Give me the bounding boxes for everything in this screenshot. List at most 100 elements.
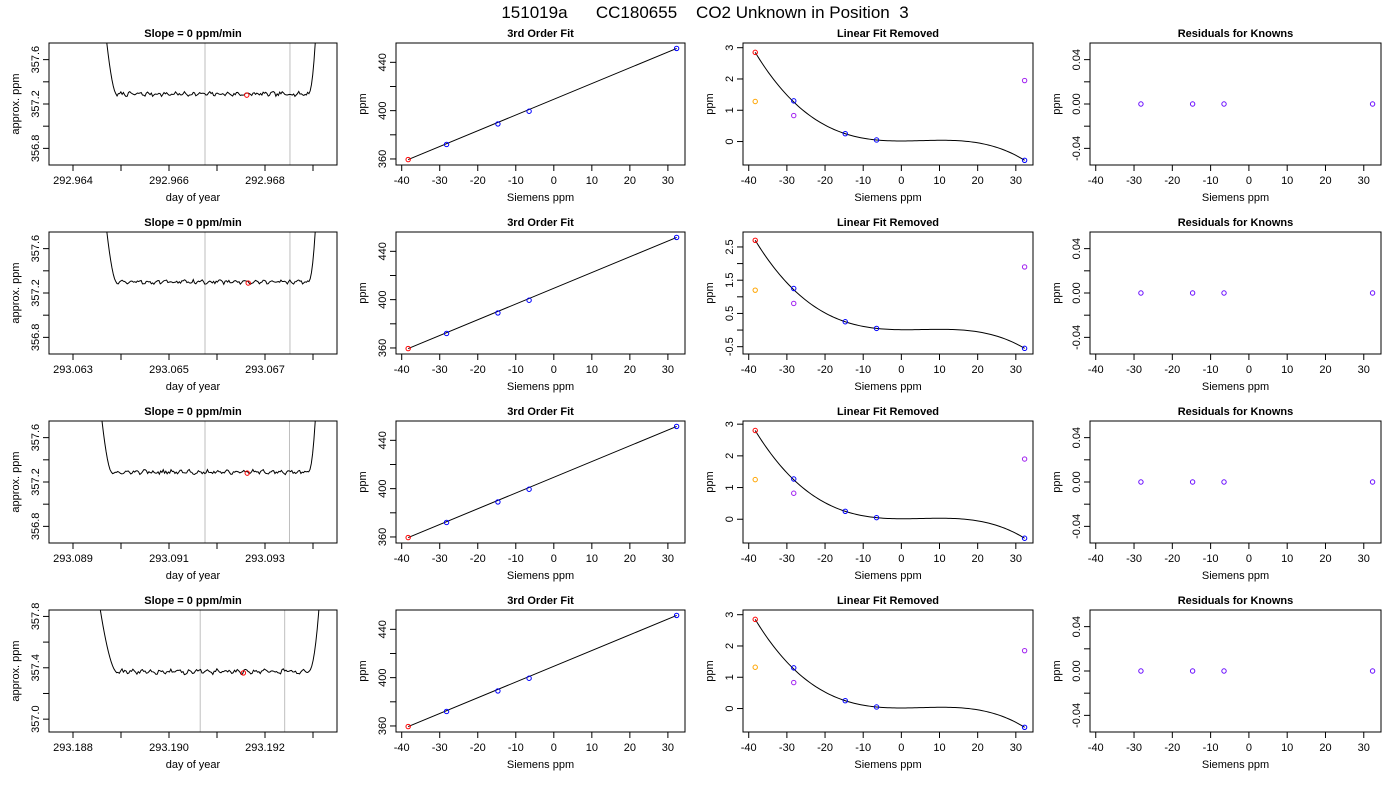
y-axis-label: approx. ppm [10, 640, 22, 701]
x-tick-label: -20 [470, 364, 486, 376]
panel-r1-c1: 3rd Order Fit -40 -30 -20 -10 0 10 20 30 360 400 44… [357, 217, 686, 393]
data-point [791, 476, 797, 482]
x-tick-label: 0 [898, 364, 904, 376]
data-point [526, 108, 532, 114]
y-tick-label: 357.6 [30, 424, 42, 452]
x-tick-label: -30 [779, 175, 795, 187]
x-axis-label: day of year [166, 381, 221, 393]
data-point [1369, 101, 1376, 107]
data-point [1369, 668, 1376, 674]
x-tick-label: 20 [624, 553, 636, 565]
panel-r2-c2: Linear Fit Removed -40 -30 -20 -10 0 10 20 30 0 1 2… [704, 406, 1034, 582]
panel-title: Slope = 0 ppm/min [144, 217, 242, 229]
x-tick-label: 10 [586, 553, 598, 565]
data-point [1189, 668, 1196, 674]
y-tick-label: 1.5 [724, 273, 736, 288]
data-point [1221, 290, 1227, 296]
x-tick-label: 10 [933, 553, 945, 565]
fit-curve [754, 619, 1025, 728]
y-tick-label: 0.00 [1071, 93, 1083, 114]
y-axis-label: ppm [704, 660, 716, 681]
panel-r0-c0: Slope = 0 ppm/min 292.964 292.966 292.968 35… [10, 28, 338, 204]
data-point [791, 98, 797, 104]
x-tick-label: 30 [1010, 553, 1022, 565]
y-tick-label: 400 [377, 101, 389, 119]
x-tick-label: 20 [1319, 364, 1331, 376]
panel-title: 3rd Order Fit [507, 28, 574, 40]
x-tick-label: 30 [1358, 742, 1370, 754]
panel-r2-c3: Residuals for Knowns -40 -30 -20 -10 0 10 20 30 -… [1051, 406, 1382, 582]
y-axis-label: approx. ppm [10, 451, 22, 512]
series-trace [101, 421, 316, 476]
plot-area [405, 423, 680, 541]
y-tick-label: 0.5 [724, 306, 736, 321]
panel-title: Residuals for Knowns [1178, 28, 1294, 40]
data-point [1221, 101, 1227, 107]
x-tick-label: 20 [972, 742, 984, 754]
data-point [1021, 456, 1028, 462]
y-tick-label: 2.5 [724, 239, 736, 254]
x-tick-label: 293.188 [53, 742, 93, 754]
x-tick-label: 0 [551, 553, 557, 565]
data-point [791, 300, 797, 307]
x-tick-label: 293.192 [245, 742, 285, 754]
plot-frame [48, 42, 338, 166]
x-axis-label: Siemens ppm [1202, 381, 1269, 393]
x-tick-label: -30 [432, 553, 448, 565]
y-tick-label: 440 [377, 620, 389, 638]
data-point [405, 156, 411, 163]
x-tick-label: -30 [432, 742, 448, 754]
panel-title: Linear Fit Removed [837, 406, 939, 418]
plot-area [752, 616, 1028, 731]
panel-r1-c2: Linear Fit Removed -40 -30 -20 -10 0 10 20 30 -0.… [704, 217, 1034, 393]
x-tick-label: -40 [394, 553, 410, 565]
y-tick-label: 400 [377, 668, 389, 686]
x-tick-label: 0 [551, 742, 557, 754]
x-tick-label: -30 [779, 742, 795, 754]
x-tick-label: 292.966 [149, 175, 189, 187]
x-tick-label: 10 [1281, 175, 1293, 187]
x-tick-label: 20 [1319, 742, 1331, 754]
y-tick-label: 400 [377, 290, 389, 308]
x-tick-label: 10 [586, 364, 598, 376]
y-axis-label: ppm [357, 282, 369, 303]
fit-curve [754, 430, 1025, 539]
x-tick-label: 20 [1319, 175, 1331, 187]
y-tick-label: 440 [377, 53, 389, 71]
data-point [1021, 724, 1028, 731]
data-point [791, 112, 797, 119]
marker-point [244, 470, 250, 476]
y-tick-label: 357.6 [30, 46, 42, 74]
x-axis-label: Siemens ppm [507, 570, 574, 582]
y-tick-label: 2 [724, 76, 736, 82]
x-tick-label: 30 [1358, 553, 1370, 565]
panel-title: Residuals for Knowns [1178, 217, 1294, 229]
panel-r0-c2: Linear Fit Removed -40 -30 -20 -10 0 10 20 30 0 1 2… [704, 28, 1034, 204]
data-point [1221, 668, 1227, 674]
y-tick-label: 0 [724, 516, 736, 522]
x-tick-label: 30 [1010, 742, 1022, 754]
plot-frame [742, 609, 1034, 733]
x-tick-label: -40 [394, 742, 410, 754]
data-point [1138, 479, 1144, 485]
plot-frame [1089, 42, 1382, 166]
x-axis-label: day of year [166, 570, 221, 582]
data-point [752, 616, 758, 623]
panel-r1-c3: Residuals for Knowns -40 -30 -20 -10 0 10 20 30 -… [1051, 217, 1382, 393]
x-tick-label: -30 [432, 364, 448, 376]
data-point [443, 519, 450, 526]
y-tick-label: 1 [724, 107, 736, 113]
y-tick-label: 3 [724, 612, 736, 618]
x-tick-label: 0 [1246, 364, 1252, 376]
x-tick-label: -10 [1203, 553, 1219, 565]
x-tick-label: -40 [741, 553, 757, 565]
x-tick-label: -30 [779, 553, 795, 565]
data-point [1221, 479, 1227, 485]
plot-frame [395, 609, 686, 733]
x-tick-label: 0 [898, 553, 904, 565]
plot-frame [48, 609, 338, 733]
x-tick-label: -10 [508, 175, 524, 187]
data-point [495, 499, 501, 505]
fit-line [407, 47, 677, 161]
